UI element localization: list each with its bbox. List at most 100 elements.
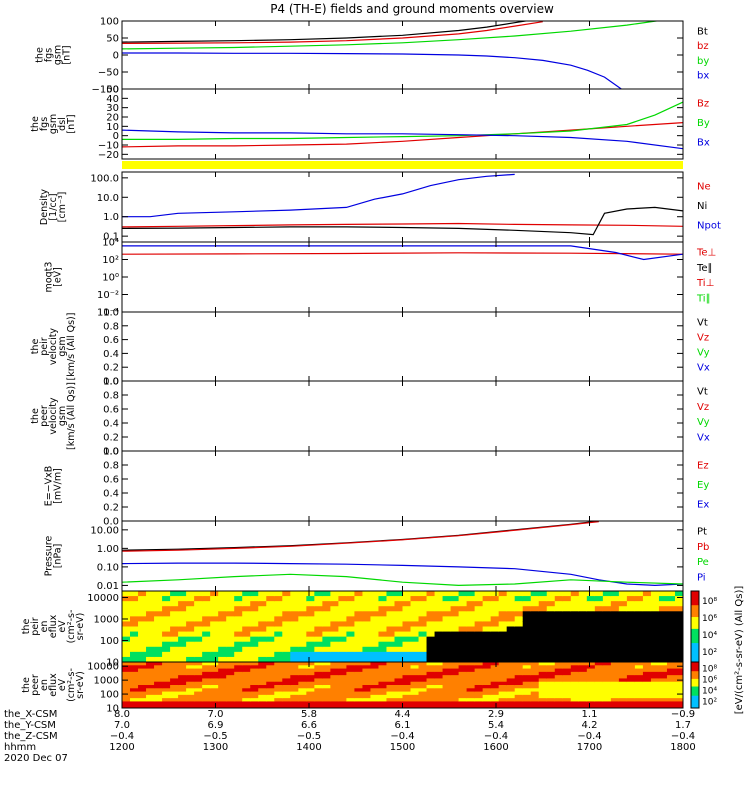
spectrogram-cell bbox=[586, 665, 596, 670]
spectrogram-cell bbox=[322, 668, 331, 673]
spectrogram-cell bbox=[266, 685, 275, 689]
spectrogram-cell bbox=[338, 662, 347, 666]
spectrogram-cell bbox=[538, 616, 548, 623]
spectrogram-cell bbox=[458, 651, 468, 658]
spectrogram-cell bbox=[218, 621, 227, 628]
spectrogram-cell bbox=[626, 698, 636, 703]
spectrogram-cell bbox=[586, 641, 596, 648]
spectrogram-cell bbox=[434, 668, 444, 673]
spectrogram-cell bbox=[298, 685, 307, 689]
spectrogram-cell bbox=[610, 596, 620, 602]
spectrogram-cell bbox=[258, 626, 267, 633]
spectrogram-cell bbox=[210, 694, 219, 699]
spectrogram-cell bbox=[666, 688, 676, 693]
spectrogram-cell bbox=[642, 678, 652, 683]
x-value: 7.0 bbox=[208, 709, 224, 720]
spectrogram-cell bbox=[378, 621, 388, 628]
spectrogram-cell bbox=[178, 691, 187, 696]
spectrogram-cell bbox=[362, 698, 372, 703]
spectrogram-cell bbox=[610, 626, 620, 633]
spectrogram-cell bbox=[162, 656, 171, 662]
legend-Ti∥: Ti∥ bbox=[696, 293, 711, 304]
spectrogram-cell bbox=[290, 668, 299, 673]
spectrogram-cell bbox=[154, 685, 163, 689]
spectrogram-cell bbox=[170, 665, 179, 670]
legend-Bx: Bx bbox=[697, 137, 710, 148]
spectrogram-cell bbox=[250, 688, 259, 693]
spectrogram-cell bbox=[546, 646, 556, 653]
spectrogram-cell bbox=[642, 601, 652, 607]
spectrogram-cell bbox=[250, 698, 259, 703]
spectrogram-cell bbox=[154, 691, 163, 696]
spectrogram-cell bbox=[538, 688, 548, 693]
spectrogram-cell bbox=[434, 621, 444, 628]
spectrogram-cell bbox=[218, 694, 227, 699]
spectrogram-cell bbox=[658, 668, 668, 673]
spectrogram-cell bbox=[146, 596, 155, 602]
spectrogram-cell bbox=[546, 641, 556, 648]
series-line-by bbox=[122, 21, 661, 50]
spectrogram-cell bbox=[314, 701, 323, 706]
spectrogram-cell bbox=[538, 662, 548, 666]
y-label-line: en bbox=[39, 679, 50, 691]
spectrogram-cell bbox=[578, 688, 588, 693]
spectrogram-cell bbox=[178, 616, 187, 623]
spectrogram-cell bbox=[434, 656, 444, 662]
spectrogram-cell bbox=[458, 591, 468, 597]
series-line-bz bbox=[122, 21, 543, 44]
spectrogram-cell bbox=[578, 704, 588, 708]
spectrogram-cell bbox=[370, 681, 380, 686]
spectrogram-cell bbox=[274, 698, 283, 703]
spectrogram-cell bbox=[130, 596, 139, 602]
spectrogram-cell bbox=[362, 671, 372, 676]
spectrogram-cell bbox=[122, 662, 131, 666]
spectrogram-cell bbox=[394, 678, 404, 683]
spectrogram-cell bbox=[322, 698, 331, 703]
spectrogram-cell bbox=[194, 606, 203, 612]
spectrogram-cell bbox=[458, 704, 468, 708]
spectrogram-cell bbox=[250, 675, 259, 680]
spectrogram-cell bbox=[634, 656, 644, 662]
spectrogram-cell bbox=[522, 698, 532, 703]
spectrogram-cell bbox=[290, 621, 299, 628]
spectrogram-cell bbox=[178, 694, 187, 699]
spectrogram-cell bbox=[490, 641, 500, 648]
spectrogram-cell bbox=[594, 668, 604, 673]
spectrogram-cell bbox=[258, 651, 267, 658]
spectrogram-cell bbox=[482, 694, 492, 699]
spectrogram-cell bbox=[290, 611, 299, 617]
spectrogram-cell bbox=[442, 685, 452, 689]
spectrogram-cell bbox=[490, 681, 500, 686]
spectrogram-cell bbox=[570, 641, 580, 648]
spectrogram-cell bbox=[234, 675, 243, 680]
spectrogram-cell bbox=[650, 626, 660, 633]
spectrogram-cell bbox=[386, 665, 396, 670]
spectrogram-cell bbox=[546, 681, 556, 686]
spectrogram-cell bbox=[674, 662, 683, 666]
legend-Pe: Pe bbox=[697, 557, 709, 568]
spectrogram-cell bbox=[178, 611, 187, 617]
spectrogram-cell bbox=[666, 651, 676, 658]
spectrogram-cell bbox=[546, 704, 556, 708]
spectrogram-cell bbox=[554, 662, 564, 666]
spectrogram-cell bbox=[234, 651, 243, 658]
spectrogram-cell bbox=[250, 621, 259, 628]
spectrogram-cell bbox=[178, 641, 187, 648]
spectrogram-cell bbox=[474, 665, 484, 670]
spectrogram-cell bbox=[634, 704, 644, 708]
spectrogram-cell bbox=[242, 688, 251, 693]
spectrogram-cell bbox=[530, 694, 540, 699]
colorbar-cell bbox=[691, 706, 699, 709]
spectrogram-cell bbox=[170, 646, 179, 653]
spectrogram-cell bbox=[482, 606, 492, 612]
spectrogram-cell bbox=[226, 631, 235, 638]
spectrogram-cell bbox=[282, 606, 291, 612]
spectrogram-cell bbox=[626, 631, 636, 638]
colorbar-cell bbox=[691, 591, 699, 594]
spectrogram-cell bbox=[618, 671, 628, 676]
y-label-line: [nT] bbox=[62, 45, 73, 64]
spectrogram-cell bbox=[538, 691, 548, 696]
spectrogram-cell bbox=[370, 641, 380, 648]
spectrogram-cell bbox=[650, 688, 660, 693]
